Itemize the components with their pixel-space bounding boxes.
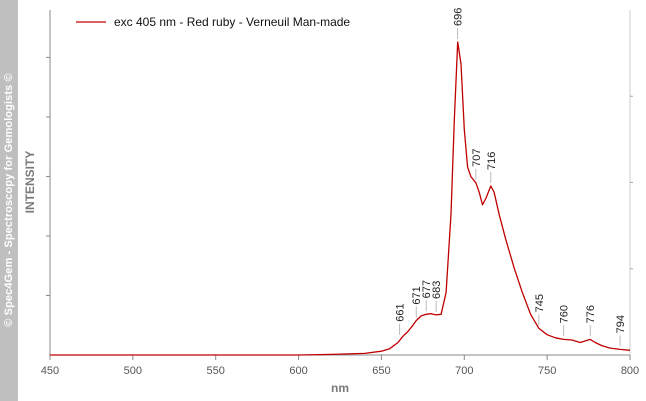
x-tick-label: 450 — [41, 365, 59, 377]
legend: exc 405 nm - Red ruby - Verneuil Man-mad… — [76, 15, 350, 29]
peak-label: 677 — [421, 280, 433, 298]
x-tick-label: 550 — [207, 365, 225, 377]
series-group — [50, 41, 631, 356]
chart-axes — [46, 10, 633, 356]
x-tick-label: 650 — [372, 365, 390, 377]
peak-label: 776 — [585, 305, 597, 323]
x-tick-label: 500 — [124, 365, 142, 377]
watermark-sidebar: © Spec4Gem - Spectroscopy for Gemologist… — [0, 0, 18, 401]
peak-label: 707 — [471, 148, 483, 166]
peak-label: 745 — [534, 294, 546, 312]
x-axis-title: nm — [331, 381, 349, 395]
peak-label: 683 — [431, 281, 443, 299]
x-tick-label: 750 — [538, 365, 556, 377]
x-tick-label: 600 — [289, 365, 307, 377]
peak-label: 760 — [559, 305, 571, 323]
x-ticks: 450 500 550 600 650 700 750 800 — [41, 355, 639, 377]
legend-label: exc 405 nm - Red ruby - Verneuil Man-mad… — [114, 15, 350, 29]
peak-label: 696 — [453, 8, 465, 26]
x-tick-label: 700 — [455, 365, 473, 377]
series-line — [50, 41, 631, 356]
peak-label: 661 — [395, 303, 407, 321]
peak-label: 716 — [486, 152, 498, 170]
y-axis-title: INTENSITY — [23, 151, 37, 214]
peak-label: 671 — [411, 286, 423, 304]
x-tick-label: 800 — [621, 365, 639, 377]
peak-label: 794 — [615, 315, 627, 333]
